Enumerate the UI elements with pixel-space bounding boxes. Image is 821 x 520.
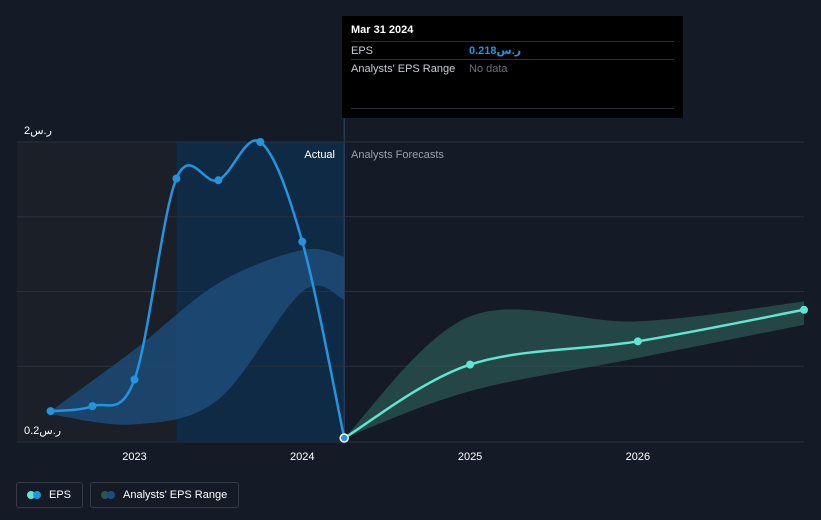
forecast-eps-range-band [344,301,804,439]
legend-eps-range[interactable]: Analysts' EPS Range [90,482,240,508]
eps-actual-line [50,139,346,439]
eps-actual-point [214,176,223,185]
eps-actual-point [256,138,265,146]
tooltip-eps-value: 0.218ر.س [469,45,522,57]
legend: EPS Analysts' EPS Range [16,482,240,508]
eps-actual-point [46,407,55,416]
eps-highlight-point [339,433,349,443]
eps-forecast-point [800,305,808,314]
x-tick-label-2025: 2025 [458,451,482,463]
legend-eps-label: EPS [49,489,72,501]
eps-legend-icon [27,491,42,499]
tooltip-divider [351,108,674,109]
x-tick-label-2024: 2024 [290,451,314,463]
eps-forecast-line [343,308,805,440]
eps-forecast-point [466,360,475,369]
tooltip-eps-row: EPS 0.218ر.س [351,41,674,59]
eps-actual-point [130,375,139,384]
eps-actual-point [298,237,307,246]
x-tick-label-2023: 2023 [122,451,146,463]
actual-section-label: Actual [304,149,335,161]
eps-range-legend-icon [101,491,116,499]
tooltip: Mar 31 2024 EPS 0.218ر.س Analysts' EPS R… [342,16,683,118]
tooltip-range-value: No data [469,62,508,75]
legend-range-label: Analysts' EPS Range [123,489,228,501]
tooltip-range-row: Analysts' EPS Range No data [351,59,674,77]
legend-eps[interactable]: EPS [16,482,84,508]
eps-actual-point [88,402,97,411]
past-eps-range-band [50,248,345,425]
tooltip-eps-label: EPS [351,44,374,57]
y-tick-label-top: 2ر.س [24,125,52,137]
eps-actual-point [172,174,181,183]
tooltip-range-label: Analysts' EPS Range [351,62,456,75]
y-tick-label-bottom: 0.2ر.س [24,425,61,437]
x-tick-label-2026: 2026 [626,451,650,463]
tooltip-date: Mar 31 2024 [351,24,414,36]
forecast-section-label: Analysts Forecasts [351,149,444,161]
eps-forecast-point [633,337,642,346]
